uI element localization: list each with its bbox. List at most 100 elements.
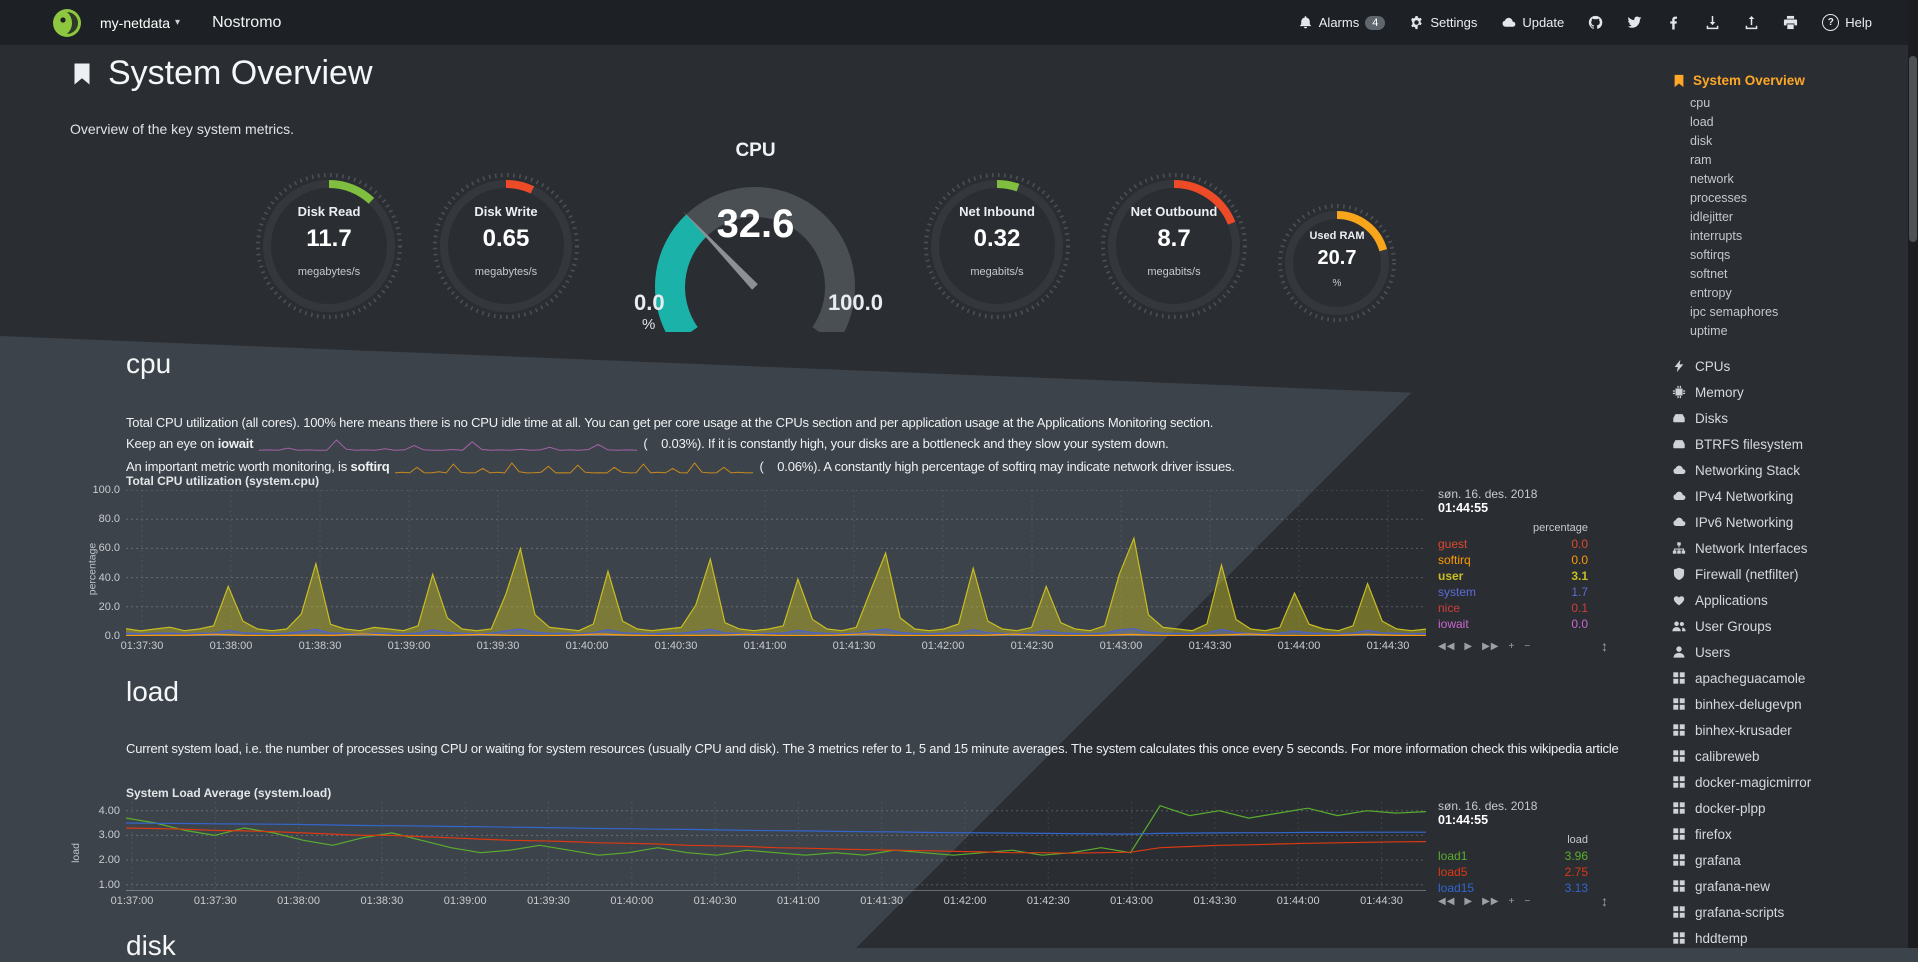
chart-resize-handle[interactable]: ↕ [1601, 638, 1608, 654]
sidebar-item-disks[interactable]: Disks [1664, 405, 1908, 431]
sidebar-item-docker-magicmirror[interactable]: docker-magicmirror [1664, 769, 1908, 795]
nav-settings[interactable]: Settings [1409, 15, 1477, 30]
sidebar-item-hddtemp[interactable]: hddtemp [1664, 925, 1908, 951]
sidebar-item-firewall-netfilter-[interactable]: Firewall (netfilter) [1664, 561, 1908, 587]
chart-plot-area[interactable] [125, 489, 1427, 637]
nav-facebook[interactable] [1666, 15, 1681, 30]
grid-icon [1673, 854, 1685, 866]
nav-upload[interactable] [1744, 15, 1759, 30]
sidebar-item-docker-plpp[interactable]: docker-plpp [1664, 795, 1908, 821]
sidebar-item-applications[interactable]: Applications [1664, 587, 1908, 613]
zoom-out-button[interactable]: − [1524, 641, 1532, 652]
gauge-value: 11.7 [306, 225, 352, 252]
legend-row-system[interactable]: system 1.7 [1438, 584, 1588, 600]
nav-backward-button[interactable]: ◀◀ [1438, 896, 1456, 907]
chart-plot-area[interactable] [125, 802, 1427, 891]
sidebar-subitem-disk[interactable]: disk [1690, 134, 1713, 148]
nav-alarms[interactable]: Alarms 4 [1298, 15, 1386, 30]
sidebar-subitem-softnet[interactable]: softnet [1690, 267, 1728, 281]
sidebar-item-user-groups[interactable]: User Groups [1664, 613, 1908, 639]
sidebar-item-firefox[interactable]: firefox [1664, 821, 1908, 847]
sidebar-subitem-entropy[interactable]: entropy [1690, 286, 1732, 300]
nav-twitter[interactable] [1627, 15, 1642, 30]
legend-row-load5[interactable]: load5 2.75 [1438, 864, 1588, 880]
x-tick-label: 01:37:30 [120, 640, 164, 652]
sidebar-subitem-idlejitter[interactable]: idlejitter [1690, 210, 1734, 224]
legend-row-user[interactable]: user 3.1 [1438, 568, 1588, 584]
legend-row-load15[interactable]: load15 3.13 [1438, 880, 1588, 896]
nav-download[interactable] [1705, 15, 1720, 30]
legend-row-guest[interactable]: guest 0.0 [1438, 536, 1588, 552]
nav-play-button[interactable]: ▶ [1464, 641, 1474, 652]
sidebar-subitem-cpu[interactable]: cpu [1690, 96, 1711, 110]
nav-update[interactable]: Update [1501, 15, 1564, 30]
sidebar-item-system-overview[interactable]: System Overview [1664, 70, 1908, 94]
x-tick-label: 01:43:00 [1099, 640, 1143, 652]
sidebar-subitem-load[interactable]: load [1690, 115, 1714, 129]
hostname-dropdown[interactable]: my-netdata ▾ [100, 15, 180, 31]
sidebar-item-memory[interactable]: Memory [1664, 379, 1908, 405]
sidebar-subitem-interrupts[interactable]: interrupts [1690, 229, 1743, 243]
netdata-logo[interactable] [52, 8, 82, 38]
zoom-out-button[interactable]: − [1524, 896, 1532, 907]
cloud-icon [1502, 17, 1516, 27]
nav-play-button[interactable]: ▶ [1464, 896, 1474, 907]
scrollbar-thumb[interactable] [1909, 56, 1917, 242]
x-tick-label: 01:38:00 [209, 640, 253, 652]
legend-row-softirq[interactable]: softirq 0.0 [1438, 552, 1588, 568]
page-scrollbar[interactable] [1908, 0, 1918, 948]
gauge-net-outbound[interactable]: Net Outbound 8.7 megabits/s [1099, 171, 1249, 321]
gauge-units: megabits/s [1147, 265, 1201, 278]
nav-print[interactable] [1783, 15, 1798, 30]
sidebar-item-cpus[interactable]: CPUs [1664, 353, 1908, 379]
sidebar-item-btrfs-filesystem[interactable]: BTRFS filesystem [1664, 431, 1908, 457]
softirq-inline-chart[interactable] [394, 460, 754, 476]
sidebar-subitem-ram[interactable]: ram [1690, 153, 1712, 167]
sidebar-item-label: Memory [1695, 384, 1744, 400]
sidebar-item-ipv4-networking[interactable]: IPv4 Networking [1664, 483, 1908, 509]
sidebar-item-users[interactable]: Users [1664, 639, 1908, 665]
sidebar-item-label: grafana [1695, 852, 1741, 868]
zoom-in-button[interactable]: + [1508, 896, 1516, 907]
gauge-net-inbound[interactable]: Net Inbound 0.32 megabits/s [922, 171, 1072, 321]
sidebar-item-ipv6-networking[interactable]: IPv6 Networking [1664, 509, 1908, 535]
nav-backward-button[interactable]: ◀◀ [1438, 641, 1456, 652]
sidebar-item-grafana[interactable]: grafana [1664, 847, 1908, 873]
gauge-disk-read[interactable]: Disk Read 11.7 megabytes/s [254, 171, 404, 321]
sidebar-item-label: Users [1695, 644, 1731, 660]
gauge-cpu[interactable]: CPU 32.6 0.0 100.0 % [618, 140, 893, 335]
y-tick-label: 0.0 [104, 630, 120, 642]
nav-forward-button[interactable]: ▶▶ [1482, 641, 1500, 652]
gauge-value: 0.32 [973, 225, 1021, 252]
sidebar-item-grafana-new[interactable]: grafana-new [1664, 873, 1908, 899]
sidebar-item-calibreweb[interactable]: calibreweb [1664, 743, 1908, 769]
gauge-used-ram[interactable]: Used RAM 20.7% [1276, 202, 1398, 324]
gauge-disk-write[interactable]: Disk Write 0.65 megabytes/s [431, 171, 581, 321]
sidebar-item-network-interfaces[interactable]: Network Interfaces [1664, 535, 1908, 561]
legend-series-name: iowait [1438, 617, 1469, 631]
legend-units-label: percentage [1532, 522, 1588, 534]
zoom-in-button[interactable]: + [1508, 641, 1516, 652]
x-tick-label: 01:42:00 [921, 640, 965, 652]
chart-resize-handle[interactable]: ↕ [1601, 893, 1608, 909]
sidebar-subitem-ipc-semaphores[interactable]: ipc semaphores [1690, 305, 1779, 319]
sidebar-subitem-softirqs[interactable]: softirqs [1690, 248, 1731, 262]
legend-row-nice[interactable]: nice 0.1 [1438, 600, 1588, 616]
sidebar-subitem-uptime[interactable]: uptime [1690, 324, 1728, 338]
sidebar-subitem-processes[interactable]: processes [1690, 191, 1747, 205]
sidebar-item-networking-stack[interactable]: Networking Stack [1664, 457, 1908, 483]
x-tick-label: 01:40:30 [654, 640, 698, 652]
legend-date: søn. 16. des. 2018 [1438, 487, 1538, 501]
sidebar-subitem-network[interactable]: network [1690, 172, 1734, 186]
sidebar-item-binhex-delugevpn[interactable]: binhex-delugevpn [1664, 691, 1908, 717]
legend-series-value: 0.1 [1571, 601, 1588, 615]
legend-row-iowait[interactable]: iowait 0.0 [1438, 616, 1588, 632]
sidebar-item-grafana-scripts[interactable]: grafana-scripts [1664, 899, 1908, 925]
iowait-inline-chart[interactable] [258, 437, 638, 453]
nav-help[interactable]: ? Help [1822, 14, 1872, 31]
nav-forward-button[interactable]: ▶▶ [1482, 896, 1500, 907]
legend-row-load1[interactable]: load1 3.96 [1438, 848, 1588, 864]
nav-github[interactable] [1588, 15, 1603, 30]
sidebar-item-apacheguacamole[interactable]: apacheguacamole [1664, 665, 1908, 691]
sidebar-item-binhex-krusader[interactable]: binhex-krusader [1664, 717, 1908, 743]
